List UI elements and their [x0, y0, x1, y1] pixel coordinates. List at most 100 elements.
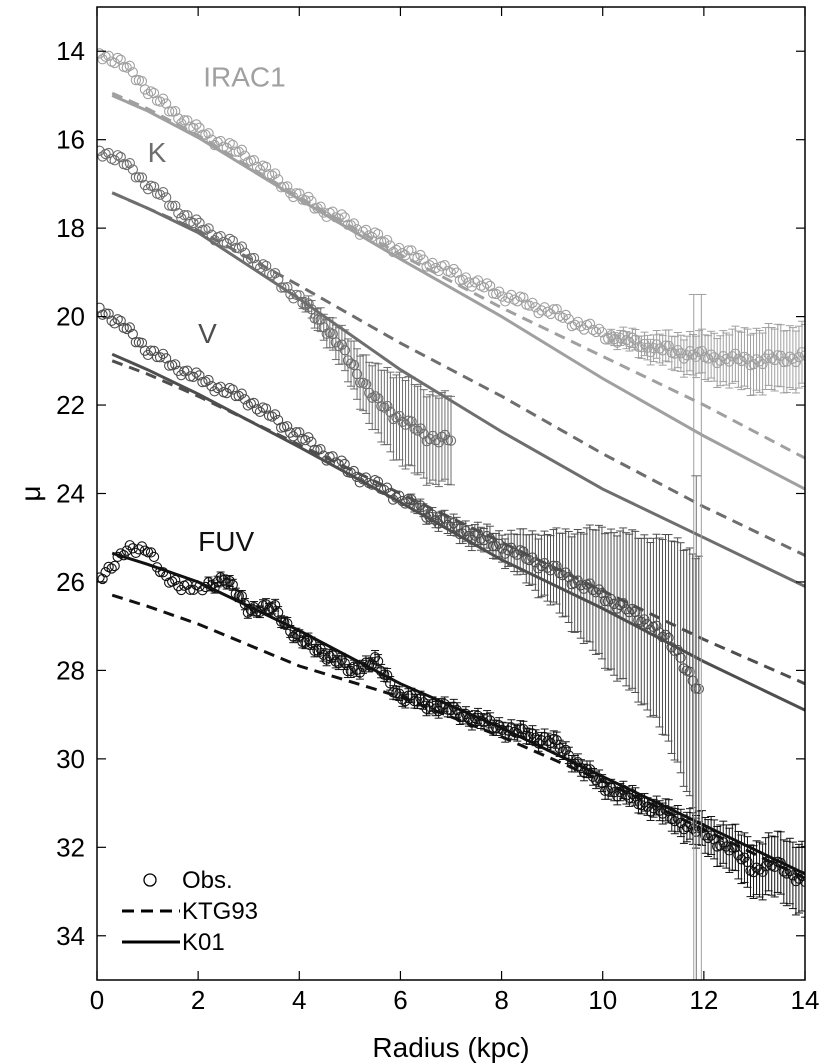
obs-point	[248, 397, 260, 409]
obs-point	[218, 575, 229, 586]
obs-point	[100, 308, 111, 319]
obs-point	[224, 575, 235, 587]
obs-point	[276, 182, 287, 193]
obs-point	[796, 347, 805, 358]
obs-point	[630, 334, 641, 345]
obs-point	[291, 427, 302, 438]
obs-point	[272, 414, 284, 426]
obs-point	[382, 234, 393, 246]
obs-point	[669, 348, 680, 359]
obs-point	[675, 652, 686, 663]
obs-point	[724, 845, 735, 856]
x-tick-label: 8	[494, 985, 508, 1015]
obs-point	[418, 254, 429, 265]
obs-point	[742, 856, 753, 868]
obs-point	[191, 367, 202, 378]
obs-point	[705, 349, 717, 360]
obs-point	[687, 675, 698, 686]
obs-point	[130, 172, 142, 183]
obs-point	[315, 443, 326, 455]
obs-point	[139, 545, 151, 556]
obs-point	[712, 357, 723, 369]
obs-point	[412, 425, 423, 436]
obs-point	[460, 272, 472, 283]
obs-point	[551, 304, 562, 315]
obs-point	[394, 410, 405, 422]
obs-point	[242, 400, 253, 411]
obs-point	[269, 600, 281, 611]
obs-point	[436, 431, 448, 442]
obs-point	[148, 87, 160, 99]
obs-point	[260, 403, 272, 414]
obs-point	[154, 189, 166, 200]
obs-point	[97, 573, 108, 585]
obs-point	[524, 300, 535, 311]
band-label-k: K	[148, 137, 167, 168]
obs-point	[215, 231, 226, 242]
obs-point	[621, 604, 632, 615]
obs-point	[799, 350, 805, 361]
obs-point	[179, 209, 190, 221]
obs-point	[133, 172, 145, 183]
obs-point	[170, 359, 181, 370]
obs-point	[481, 278, 493, 289]
obs-point	[194, 370, 205, 381]
obs-point	[312, 314, 323, 325]
obs-point	[236, 388, 247, 399]
obs-point	[787, 353, 799, 364]
obs-point	[370, 391, 381, 402]
band-label-fuv: FUV	[198, 526, 254, 557]
obs-point	[203, 128, 214, 139]
obs-point	[636, 616, 647, 627]
obs-point	[269, 168, 281, 179]
obs-point	[448, 518, 459, 529]
obs-point	[154, 96, 166, 107]
obs-point	[133, 544, 145, 555]
obs-point	[236, 241, 248, 252]
obs-point	[309, 645, 320, 656]
obs-point	[575, 321, 587, 332]
obs-point	[593, 584, 605, 595]
plot-layer: IRAC1 K V FUV	[97, 48, 805, 980]
obs-point	[97, 302, 105, 313]
obs-point	[194, 122, 205, 133]
obs-point	[669, 815, 680, 827]
y-tick-label: 28	[56, 655, 85, 685]
obs-point	[548, 304, 559, 315]
obs-point	[593, 323, 605, 335]
y-axis-title: μ	[15, 485, 46, 501]
obs-point	[702, 353, 714, 364]
obs-point	[167, 200, 178, 212]
y-tick-label: 26	[56, 567, 85, 597]
obs-point	[672, 344, 683, 356]
obs-point	[391, 244, 402, 256]
obs-point	[227, 139, 238, 151]
obs-point	[142, 184, 154, 195]
obs-point	[617, 598, 629, 609]
obs-point	[551, 560, 562, 572]
obs-point	[288, 631, 299, 642]
obs-point	[715, 840, 726, 851]
band-irac1	[97, 48, 805, 491]
obs-point	[602, 596, 614, 607]
obs-point	[167, 106, 178, 117]
obs-point	[505, 542, 517, 553]
obs-point	[136, 172, 148, 183]
obs-point	[618, 330, 629, 341]
obs-point	[230, 390, 241, 402]
band-k	[97, 145, 805, 588]
obs-point	[439, 429, 451, 441]
obs-point	[388, 413, 399, 425]
obs-point	[157, 93, 169, 104]
obs-point	[112, 150, 123, 161]
x-tick-label: 2	[191, 985, 205, 1015]
band-fuv	[97, 540, 805, 918]
obs-point	[230, 588, 241, 599]
obs-point	[687, 349, 699, 360]
obs-point	[227, 579, 238, 590]
obs-point	[163, 360, 175, 371]
y-tick-label: 18	[56, 213, 85, 243]
obs-point	[372, 476, 384, 487]
obs-point	[557, 312, 568, 323]
obs-point	[369, 474, 381, 486]
